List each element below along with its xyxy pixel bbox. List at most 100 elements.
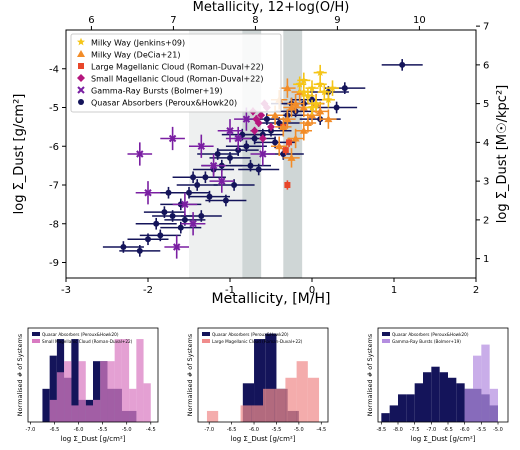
data-point <box>218 177 226 185</box>
x-tick-label: -6.0 <box>74 427 84 433</box>
data-point <box>283 115 292 123</box>
x-tick-label: -2 <box>143 285 153 296</box>
data-point-stroke <box>181 200 189 209</box>
data-point-stroke <box>226 127 234 135</box>
data-point <box>267 122 275 131</box>
y-axis-label: log Σ_Dust [g/cm²] <box>12 94 27 215</box>
histogram-bar <box>481 344 490 422</box>
data-point-stroke <box>168 134 177 143</box>
x-axis-label: log Σ_Dust [g/cm²] <box>231 435 296 443</box>
legend-label: Milky Way (Jenkins+09) <box>91 39 185 48</box>
data-point <box>279 122 288 130</box>
data-point <box>291 99 300 107</box>
data-point <box>77 74 85 82</box>
histogram-bar <box>71 405 79 422</box>
data-point <box>272 139 279 146</box>
data-point <box>189 220 197 228</box>
legend-label: Quasar Absorbers (Peroux&Howk20) <box>91 99 237 108</box>
x-tick-label: -6.0 <box>460 427 470 433</box>
histogram-series <box>49 339 151 422</box>
data-point <box>194 182 201 188</box>
x-tick-label: -6.5 <box>227 427 237 433</box>
data-point-stroke <box>172 243 181 251</box>
right-tick-label: 1 <box>483 254 489 265</box>
data-point <box>283 84 292 92</box>
data-point <box>308 103 316 111</box>
histogram-bar <box>93 361 101 422</box>
data-point-stroke <box>218 177 226 185</box>
legend-label: Large Magellanic Cloud (Roman-Duval+22) <box>91 63 264 72</box>
histogram-bar <box>85 405 93 422</box>
histogram-bar <box>206 410 219 422</box>
data-point <box>284 182 291 188</box>
data-point <box>222 197 229 204</box>
plot-frame <box>65 29 477 279</box>
data-point <box>299 126 308 134</box>
legend: Quasar Absorbers (Peroux&Howk20) Large Ma… <box>202 332 303 344</box>
histogram-bar <box>114 339 122 422</box>
top-tick-label: 8 <box>252 15 258 26</box>
data-point-stroke <box>189 220 197 228</box>
data-point <box>153 220 160 227</box>
data-point <box>145 236 151 243</box>
x-tick-label: -7.0 <box>426 427 436 433</box>
data-point-stroke <box>136 150 144 158</box>
panel-frame <box>197 327 329 423</box>
x-axis-label: Metallicity, [M/H] <box>212 291 331 307</box>
data-point <box>120 244 127 250</box>
data-point <box>299 76 308 84</box>
data-point <box>78 99 84 105</box>
histogram-bar <box>42 388 50 422</box>
y-tick-label: -9 <box>49 258 59 269</box>
data-point <box>263 116 270 123</box>
data-point <box>157 232 164 239</box>
right-tick-label: 6 <box>483 60 489 71</box>
histogram-panel: -8.5 -8.0 -7.5 -7.0 -6.5 -6.0 -5.5 -5.0 log Σ_Du… <box>366 327 509 443</box>
histogram-bar <box>489 388 498 422</box>
x-tick-label: -4.5 <box>146 427 156 433</box>
x-tick-label: 1 <box>391 285 397 296</box>
data-point-stroke <box>259 150 267 158</box>
data-point-stroke <box>197 142 206 150</box>
data-point <box>168 134 177 143</box>
data-point <box>177 224 184 231</box>
data-point <box>78 63 84 69</box>
data-point <box>324 95 333 104</box>
data-point-stroke <box>234 134 242 143</box>
data-point <box>234 134 242 143</box>
y-axis-label: Normalised # of Systems <box>16 333 24 416</box>
data-point <box>198 213 205 219</box>
data-point <box>255 166 262 173</box>
data-point <box>259 150 267 158</box>
histogram-bar <box>107 361 115 422</box>
x-tick-label: -5.5 <box>272 427 282 433</box>
data-point <box>190 174 197 181</box>
histogram-bar <box>78 361 86 422</box>
data-point <box>299 103 308 111</box>
top-tick-label: 6 <box>88 15 94 26</box>
x-tick-label: -6.0 <box>249 427 259 433</box>
data-point <box>206 193 213 200</box>
histogram-bar <box>464 388 473 422</box>
data-point <box>242 115 251 123</box>
histogram-bar <box>93 399 101 422</box>
histogram-series <box>464 344 498 422</box>
histogram-bar <box>439 372 448 422</box>
data-point <box>303 91 312 100</box>
histogram-series <box>206 361 320 422</box>
data-point <box>299 87 308 96</box>
data-point <box>161 209 168 216</box>
panel-frame <box>27 327 159 423</box>
histogram-bar <box>100 361 108 422</box>
legend: Milky Way (Jenkins+09) Milky Way (DeCia+2… <box>70 33 282 113</box>
legend-label: Quasar Absorbers (Peroux&Howk20) <box>212 332 289 337</box>
data-point <box>209 161 218 170</box>
x-tick-label: -4.5 <box>316 427 326 433</box>
legend-swatch <box>382 332 390 336</box>
x-tick-label: -5.0 <box>294 427 304 433</box>
y-tick-label: -7 <box>49 181 59 192</box>
data-point <box>291 134 300 142</box>
x-tick-label: -1 <box>225 285 235 296</box>
legend-swatch <box>32 332 40 336</box>
data-point <box>181 200 189 209</box>
